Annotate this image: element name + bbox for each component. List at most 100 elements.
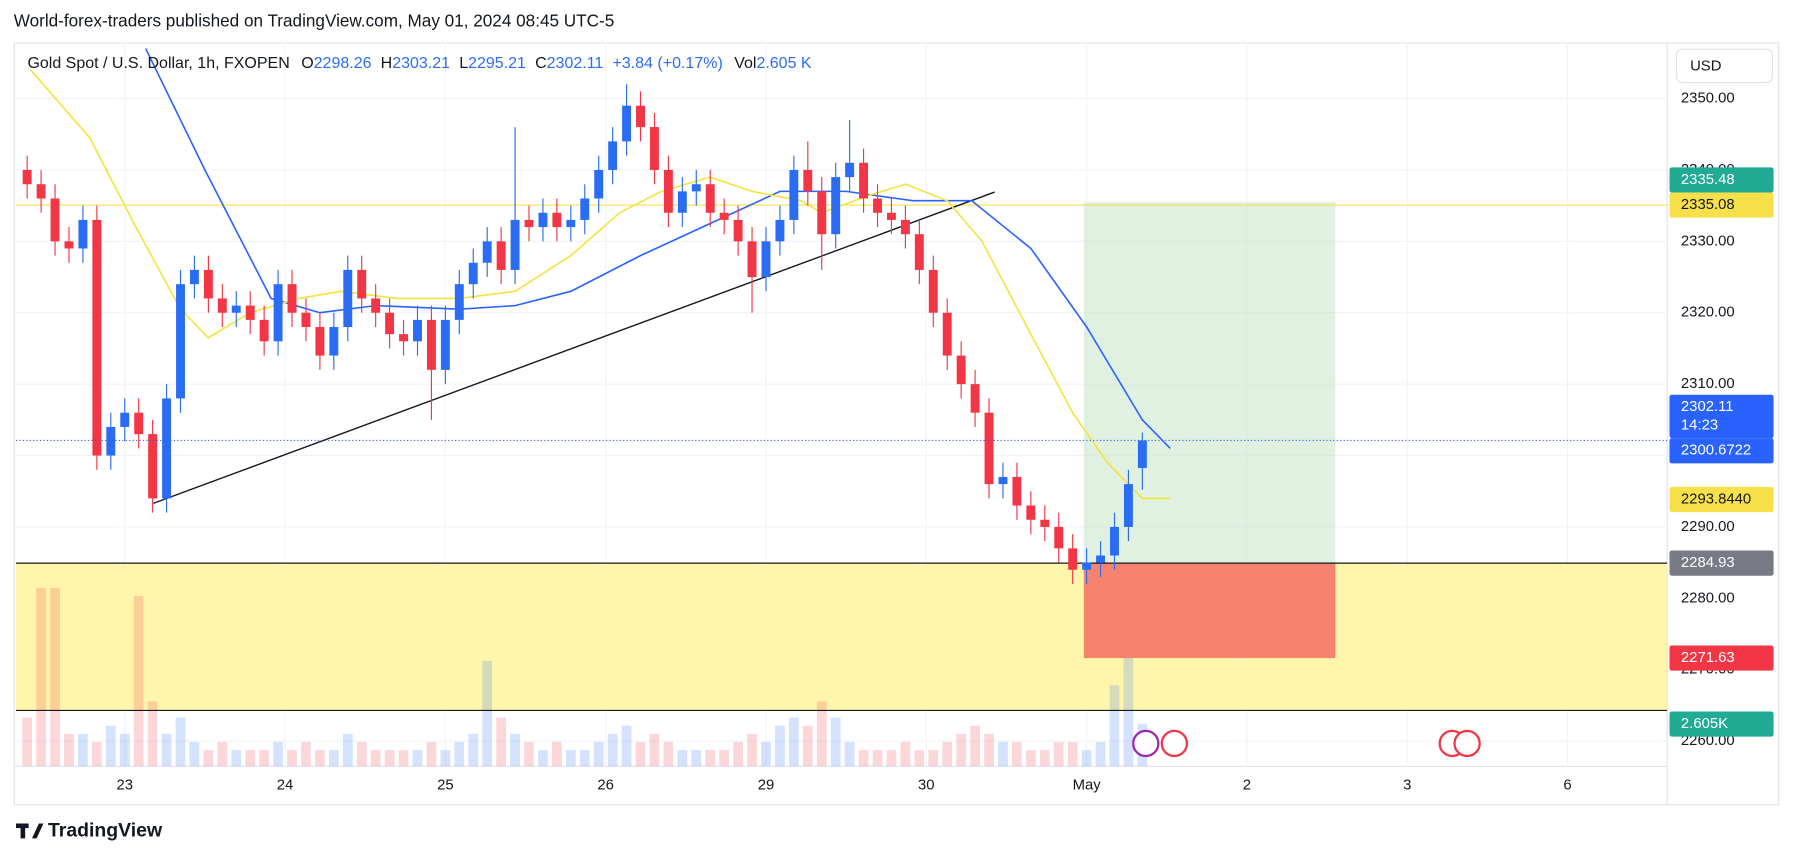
x-tick-label: 30 <box>918 778 935 794</box>
event-icon[interactable] <box>1453 729 1481 758</box>
volume-bar <box>203 750 214 767</box>
volume-bar <box>440 750 451 767</box>
volume-bar <box>1067 741 1078 767</box>
price-tag <box>1669 438 1774 464</box>
profit-zone <box>1083 202 1336 564</box>
logo: TradingView <box>16 820 163 842</box>
volume-bar <box>565 750 576 767</box>
candle-body <box>120 412 130 427</box>
event-icon[interactable] <box>1132 729 1160 758</box>
currency-button[interactable] <box>1675 48 1773 84</box>
volume-bar <box>217 741 228 767</box>
candle-body <box>1110 526 1119 556</box>
candle-body <box>287 284 297 313</box>
volume-bar <box>761 741 771 767</box>
trendline <box>153 191 995 505</box>
volume-bar <box>510 733 520 767</box>
candle-body <box>329 327 339 356</box>
volume-bar <box>273 741 283 767</box>
candle-body <box>217 298 227 313</box>
volume-bar <box>844 741 855 767</box>
logo-shape <box>20 823 26 839</box>
volume-bar <box>635 741 646 767</box>
candle-body <box>1137 440 1147 468</box>
candle-body <box>162 398 172 499</box>
candle-body <box>245 305 255 320</box>
volume-bar <box>398 750 409 767</box>
volume-bar <box>189 741 200 767</box>
event-icon[interactable] <box>1160 729 1189 758</box>
currency-label[interactable]: USD <box>1690 58 1722 74</box>
volume-bar <box>788 717 799 767</box>
volume-bar <box>802 725 813 767</box>
volume-bar <box>705 750 716 767</box>
candle-body <box>301 312 311 328</box>
candle-body <box>677 191 687 213</box>
candle-body <box>566 219 576 228</box>
volume-bar <box>105 725 116 767</box>
candle-body <box>231 305 241 313</box>
x-tick-label: 2 <box>1243 778 1251 794</box>
symbol-title: Gold Spot / U.S. Dollar, 1h, FXOPEN <box>27 55 289 72</box>
ohlc-key: L <box>459 55 468 72</box>
ohlc-key: O <box>301 55 313 72</box>
candle-body <box>928 269 938 313</box>
ohlc-value: 2302.11 <box>547 55 604 72</box>
price-tag-label: 2293.8440 <box>1681 491 1751 507</box>
volume-bar <box>552 741 562 767</box>
candle-body <box>970 384 980 413</box>
volume-bar <box>719 750 730 767</box>
candle-body <box>886 212 896 220</box>
candle-body <box>538 212 548 228</box>
volume-bar <box>384 750 395 767</box>
legend: Gold Spot / U.S. Dollar, 1h, FXOPEN O2298… <box>27 55 811 72</box>
volume-bar <box>342 733 353 767</box>
volume-bar <box>1081 750 1092 767</box>
candle-body <box>482 241 492 263</box>
candle-body <box>1054 526 1064 549</box>
candle-body <box>845 162 855 178</box>
published-header: World-forex-traders published on Trading… <box>14 10 615 30</box>
volume-bar <box>259 750 270 767</box>
x-tick-label: 24 <box>277 778 294 794</box>
candle-body <box>622 105 632 142</box>
candle-body <box>1096 555 1106 563</box>
y-tick-label: 2330.00 <box>1681 233 1735 249</box>
volume-bar <box>482 660 493 767</box>
candle-body <box>148 434 158 499</box>
volume-bar <box>956 733 967 767</box>
volume-bar <box>579 750 590 767</box>
candle-body <box>189 269 199 285</box>
candle-body <box>92 219 102 456</box>
volume-bar <box>1123 655 1134 767</box>
moving-average <box>30 69 1171 500</box>
candle-body <box>1012 476 1022 506</box>
volume-bar <box>538 750 548 767</box>
volume-bar <box>1012 741 1022 767</box>
volume-bar <box>1095 741 1106 767</box>
event-icons <box>1132 729 1481 758</box>
price-tag <box>1669 192 1774 218</box>
price-tag-label: 2302.11 <box>1681 399 1734 415</box>
volume-bar <box>1109 685 1120 767</box>
volume-bar <box>830 717 841 767</box>
volume-bar <box>64 733 74 767</box>
volume-bar <box>301 741 311 767</box>
x-tick-label: 26 <box>597 778 614 794</box>
volume-bar <box>91 741 102 767</box>
candle-body <box>399 334 409 342</box>
candle-body <box>273 284 283 342</box>
volume-bar <box>942 741 953 767</box>
volume-bar <box>496 717 507 767</box>
candle-body <box>357 269 367 299</box>
volume-bar <box>468 733 479 767</box>
candle-body <box>64 241 74 249</box>
ohlc-value: 2295.21 <box>468 55 526 72</box>
volume-bar <box>36 587 46 767</box>
volume-bar <box>663 741 674 767</box>
candle-body <box>998 476 1008 485</box>
volume-bar <box>775 725 785 767</box>
volume-bar <box>50 587 60 767</box>
volume-bar <box>328 750 339 767</box>
